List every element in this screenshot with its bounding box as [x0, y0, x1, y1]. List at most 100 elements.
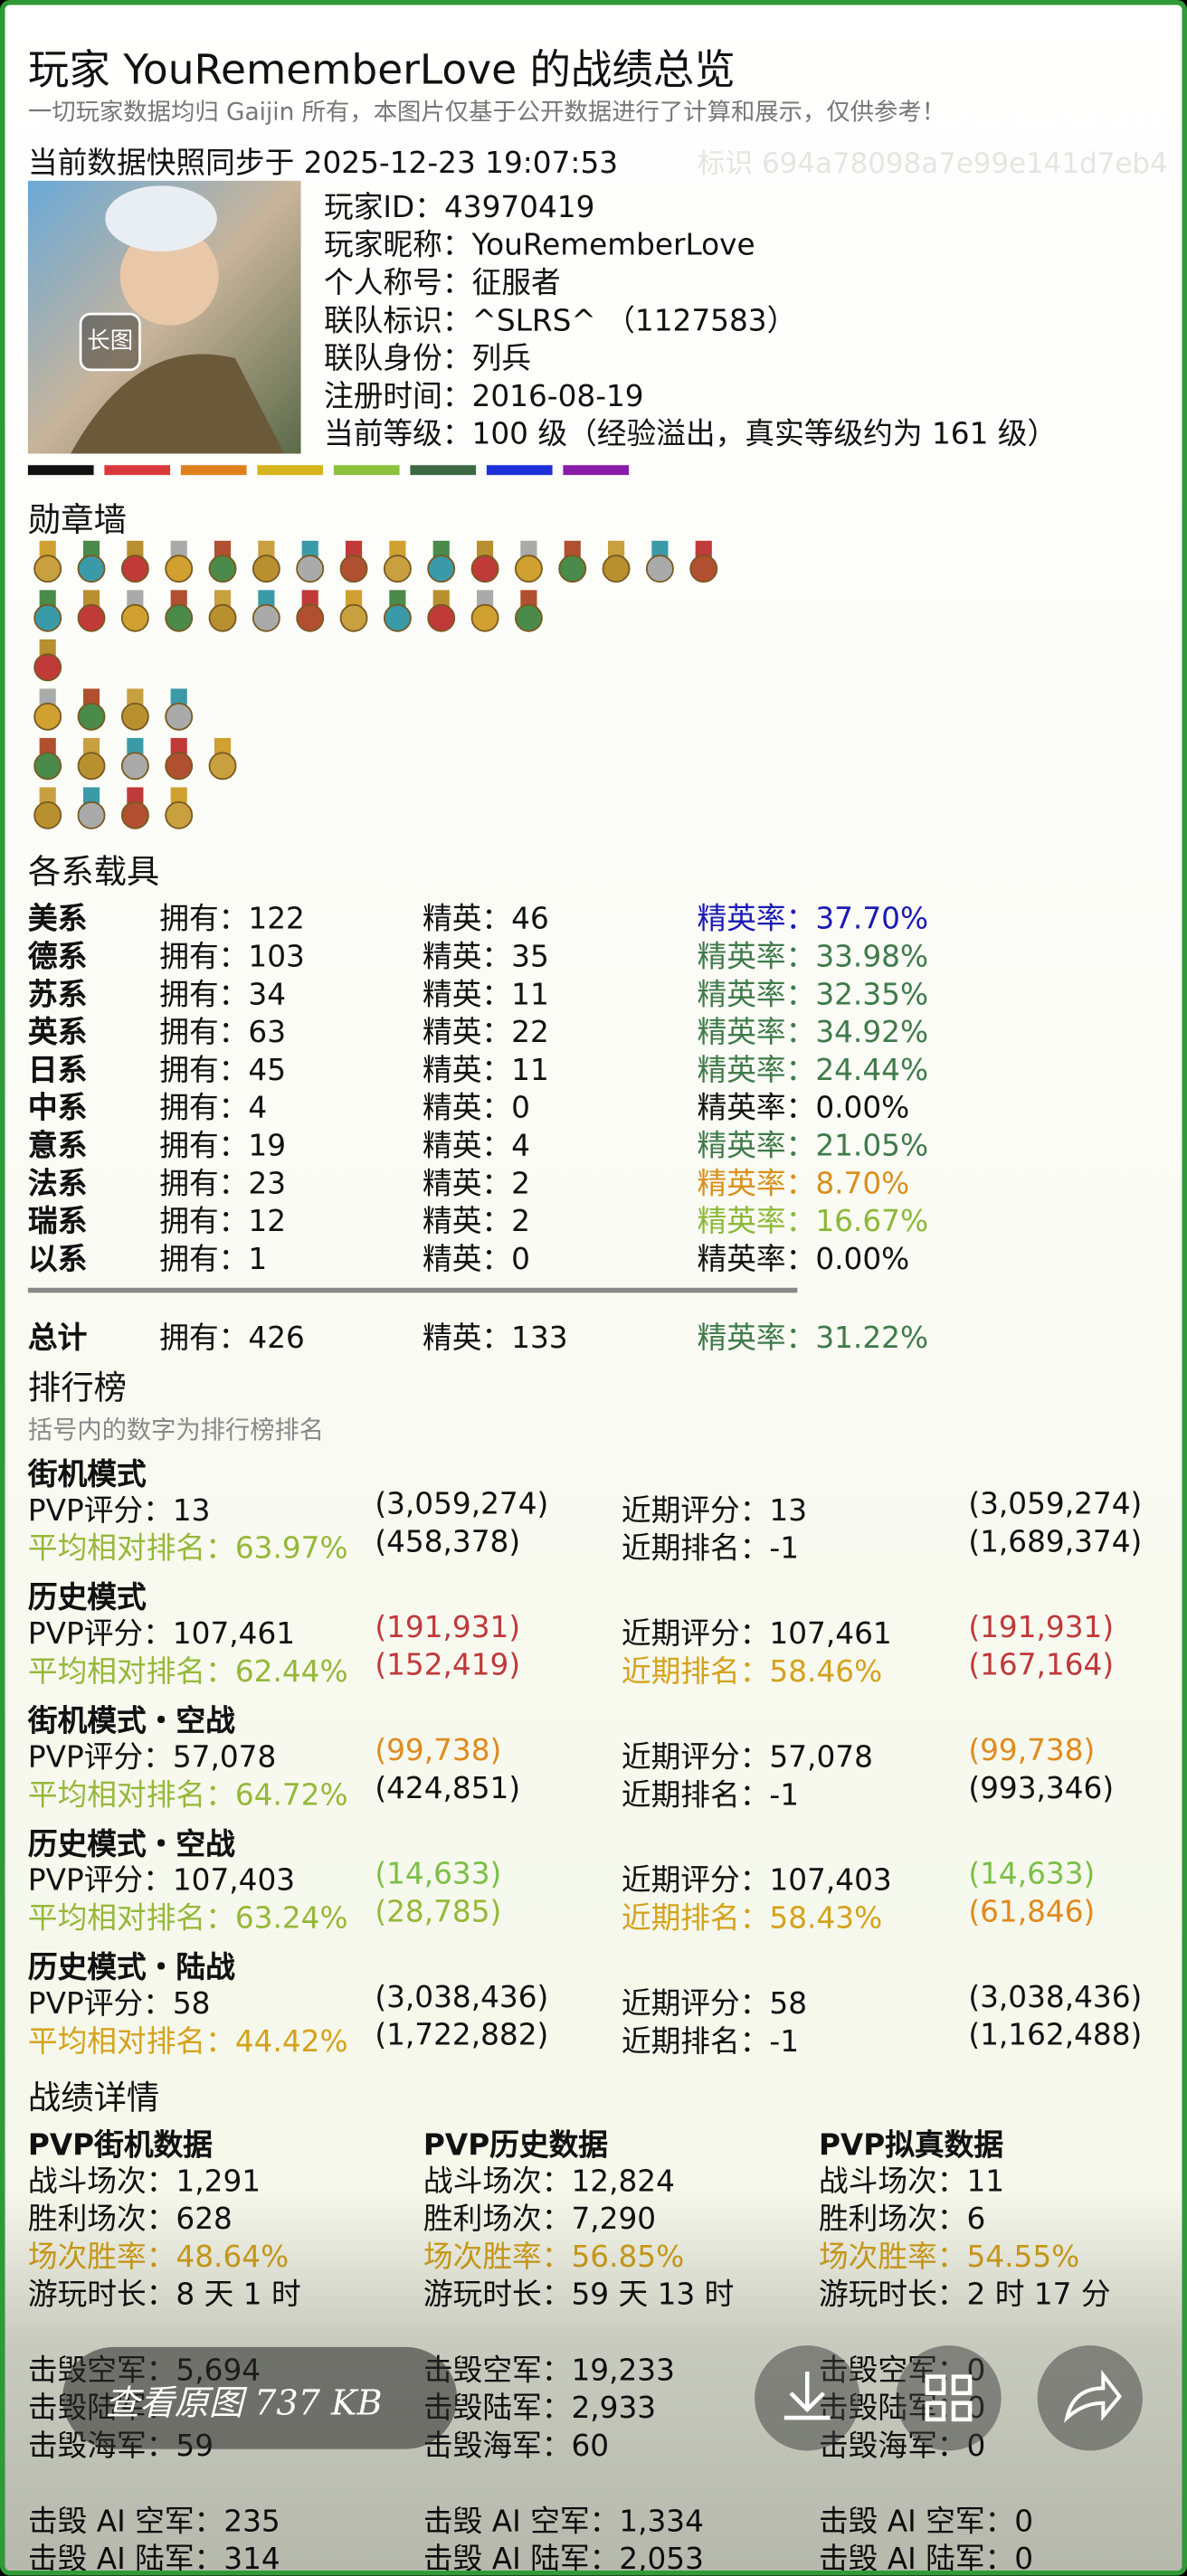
medal-ribbon — [389, 590, 406, 607]
medal — [120, 603, 149, 632]
stat-line: 击毁 AI 空军：235 — [27, 2505, 280, 2540]
medal — [165, 702, 194, 731]
medal-ribbon — [432, 590, 450, 607]
mode-name: 历史模式・陆战 — [27, 1950, 235, 1986]
ranking-cell: (28,785) — [375, 1895, 502, 1930]
stat-line: 击毁空军：19,233 — [423, 2353, 675, 2389]
medal — [296, 554, 325, 583]
medal-ribbon — [607, 540, 625, 558]
medal-ribbon — [520, 540, 537, 558]
nation: 法系 — [27, 1167, 88, 1202]
nation: 苏系 — [27, 978, 88, 1013]
medal — [77, 603, 106, 632]
avatar-coat — [71, 354, 285, 454]
medal — [383, 554, 412, 583]
medal — [120, 752, 149, 781]
ranking-cell: 近期排名：-1 — [621, 1531, 800, 1567]
profile-field: 联队身份：列兵 — [323, 341, 531, 377]
stat-line: 场次胜率：56.85% — [423, 2240, 685, 2275]
elite-rate: 精英率：32.35% — [697, 978, 929, 1013]
ranking-cell: 平均相对排名：63.24% — [27, 1901, 348, 1937]
ranking-cell: PVP评分：58 — [27, 1986, 211, 2022]
title: 玩家 YouRememberLove 的战绩总览 — [27, 45, 736, 94]
ranking-cell: 近期评分：57,078 — [621, 1740, 873, 1776]
medal — [252, 554, 280, 583]
elite-rate: 精英率：8.70% — [697, 1167, 910, 1202]
owned-count: 拥有：1 — [159, 1242, 268, 1277]
ranking-cell: (1,162,488) — [968, 2018, 1143, 2053]
color-strip — [410, 465, 477, 476]
ranking-cell: (1,722,882) — [375, 2018, 549, 2053]
elite-rate: 精英率：21.05% — [697, 1129, 929, 1164]
profile-field: 当前等级：100 级（经验溢出，真实等级约为 161 级） — [323, 417, 1058, 452]
owned-count: 拥有：45 — [159, 1053, 287, 1088]
medal — [165, 800, 194, 829]
column-header: PVP拟真数据 — [818, 2128, 1004, 2164]
medal-ribbon — [82, 737, 100, 755]
ranking-cell: PVP评分：57,078 — [27, 1740, 277, 1776]
section-title: 各系载具 — [27, 851, 160, 891]
view-original-label: 查看原图 737 KB — [105, 2382, 383, 2423]
color-strip — [486, 465, 553, 476]
view-original-button[interactable]: 查看原图 737 KB — [62, 2346, 458, 2449]
stat-line: 击毁海军：60 — [423, 2429, 610, 2464]
ranking-cell: (1,689,374) — [968, 1525, 1143, 1560]
medal-ribbon — [301, 590, 318, 607]
section-title: 战绩详情 — [27, 2077, 160, 2117]
medal — [514, 554, 543, 583]
ranking-cell: (993,346) — [968, 1771, 1115, 1807]
elite-rate: 精英率：33.98% — [697, 940, 929, 975]
snapshot: 当前数据快照同步于 2025-12-23 19:07:53 — [27, 146, 619, 181]
watermark: 标识 694a78098a7e99e141d7eb4 — [697, 147, 1168, 181]
ranking-cell: (99,738) — [968, 1734, 1096, 1769]
medal — [427, 554, 456, 583]
owned-count: 拥有：4 — [159, 1091, 268, 1126]
medal-ribbon — [82, 540, 100, 558]
ranking-cell: (3,038,436) — [375, 1980, 549, 2015]
medal — [120, 554, 149, 583]
stat-line: 击毁 AI 海军：0 — [819, 2574, 1033, 2576]
medal-ribbon — [39, 688, 56, 706]
column-header: PVP历史数据 — [423, 2128, 609, 2164]
elite-count: 精英：2 — [423, 1167, 530, 1202]
medal-ribbon — [127, 590, 144, 607]
medal-ribbon — [345, 540, 363, 558]
ranking-cell: 平均相对排名：64.72% — [27, 1778, 348, 1814]
stat-line: 战斗场次：1,291 — [27, 2164, 261, 2200]
stat-line: 击毁空军：0 — [818, 2353, 986, 2389]
medal-ribbon — [214, 540, 232, 558]
ranking-cell: 近期评分：107,461 — [621, 1617, 892, 1653]
stat-line: 游玩时长：59 天 13 时 — [423, 2278, 735, 2313]
medal — [33, 554, 62, 583]
ranking-cell: (191,931) — [968, 1610, 1115, 1645]
medal-ribbon — [214, 590, 232, 607]
medal — [689, 554, 718, 583]
elite-rate: 精英率：16.67% — [697, 1204, 929, 1240]
ranking-cell: (3,059,274) — [968, 1487, 1143, 1522]
stat-line: 场次胜率：54.55% — [818, 2240, 1080, 2275]
elite-count: 精英：4 — [423, 1129, 530, 1164]
ranking-cell: (14,633) — [375, 1857, 502, 1892]
section-title: 勋章墙 — [27, 499, 127, 540]
owned-count: 拥有：23 — [159, 1167, 287, 1202]
owned-count: 拥有：19 — [159, 1129, 287, 1164]
medal-ribbon — [127, 737, 144, 755]
stat-line: 击毁 AI 空军：0 — [818, 2505, 1034, 2540]
mode-name: 历史模式・空战 — [27, 1827, 235, 1862]
color-strip — [257, 465, 324, 476]
stat-line: 击毁 AI 陆军：0 — [818, 2543, 1034, 2576]
elite-count: 精英：46 — [423, 902, 549, 937]
owned-count: 拥有：63 — [159, 1016, 287, 1051]
medal — [208, 554, 237, 583]
medal-ribbon — [39, 639, 56, 657]
ranking-cell: PVP评分：107,403 — [27, 1863, 296, 1899]
owned-count: 拥有：34 — [159, 978, 287, 1013]
medal-ribbon — [520, 590, 537, 607]
stat-line: 战斗场次：12,824 — [423, 2164, 675, 2200]
elite-count: 精英：11 — [423, 1053, 549, 1088]
nation: 瑞系 — [27, 1204, 88, 1240]
avatar-goggles — [105, 185, 217, 252]
medal — [77, 752, 106, 781]
medal — [33, 752, 62, 781]
